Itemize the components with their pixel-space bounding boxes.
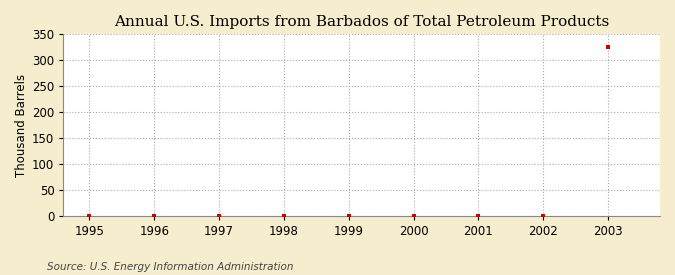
Title: Annual U.S. Imports from Barbados of Total Petroleum Products: Annual U.S. Imports from Barbados of Tot… <box>114 15 610 29</box>
Y-axis label: Thousand Barrels: Thousand Barrels <box>15 74 28 177</box>
Text: Source: U.S. Energy Information Administration: Source: U.S. Energy Information Administ… <box>47 262 294 272</box>
